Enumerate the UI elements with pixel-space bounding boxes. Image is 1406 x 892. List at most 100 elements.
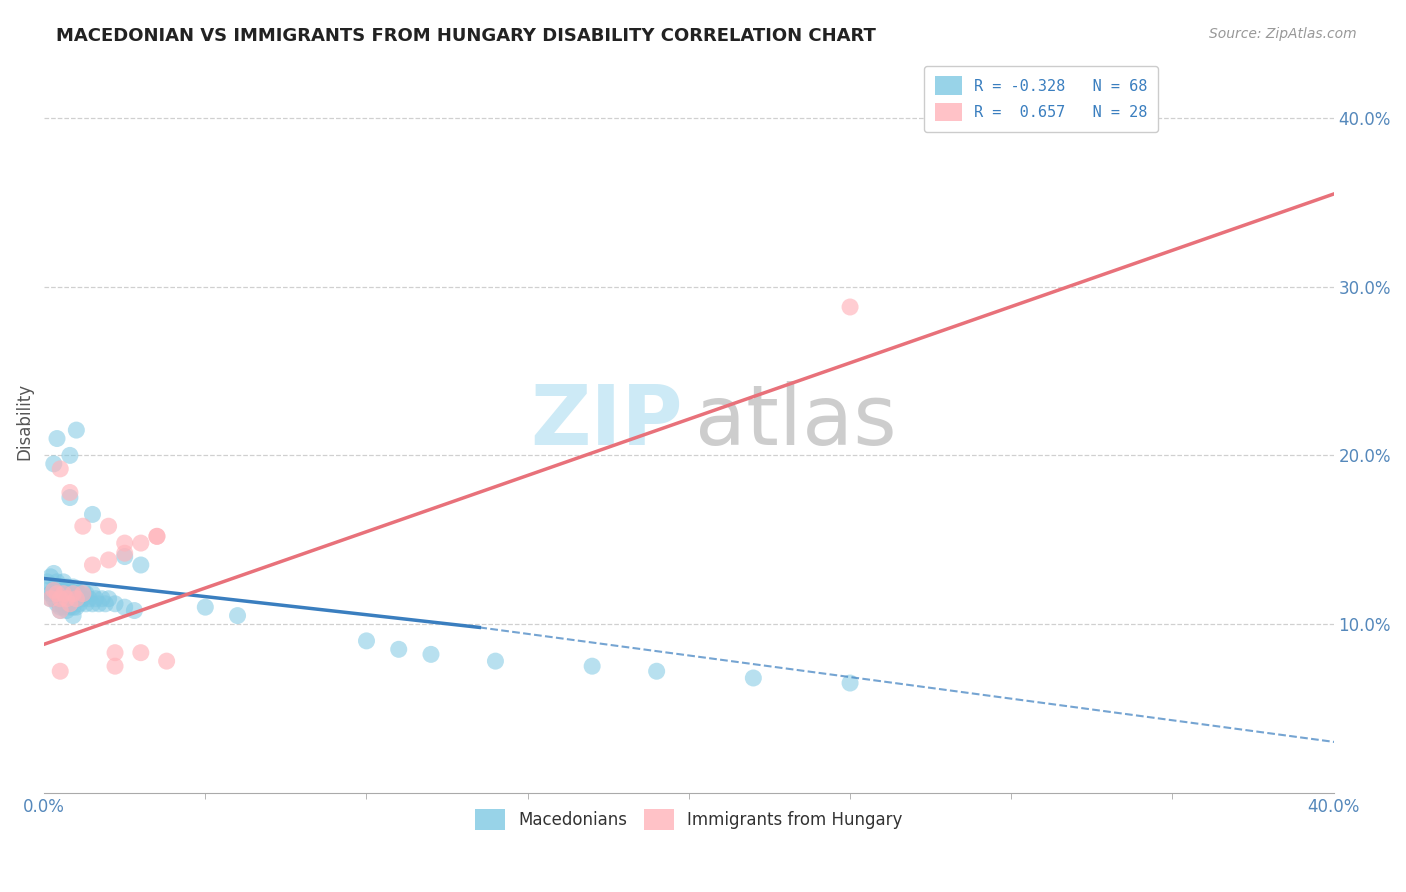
- Point: [129, 536, 152, 550]
- Point: [42, 591, 65, 606]
- Point: [104, 659, 127, 673]
- Point: [75, 597, 97, 611]
- Point: [59, 591, 82, 606]
- Point: [69, 597, 91, 611]
- Point: [156, 654, 179, 668]
- Point: [194, 600, 217, 615]
- Point: [72, 587, 94, 601]
- Point: [72, 583, 94, 598]
- Point: [114, 546, 136, 560]
- Point: [65, 583, 87, 598]
- Point: [72, 519, 94, 533]
- Point: [46, 587, 69, 601]
- Point: [82, 558, 104, 572]
- Point: [839, 676, 862, 690]
- Point: [49, 665, 72, 679]
- Point: [146, 529, 169, 543]
- Point: [59, 485, 82, 500]
- Point: [55, 597, 77, 611]
- Point: [124, 603, 146, 617]
- Point: [55, 580, 77, 594]
- Text: Source: ZipAtlas.com: Source: ZipAtlas.com: [1209, 27, 1357, 41]
- Point: [52, 574, 75, 589]
- Text: atlas: atlas: [696, 381, 897, 462]
- Point: [65, 600, 87, 615]
- Point: [97, 553, 120, 567]
- Point: [49, 580, 72, 594]
- Point: [87, 597, 110, 611]
- Point: [52, 600, 75, 615]
- Point: [39, 591, 62, 606]
- Point: [39, 570, 62, 584]
- Point: [55, 603, 77, 617]
- Point: [97, 519, 120, 533]
- Point: [42, 566, 65, 581]
- Point: [65, 591, 87, 606]
- Point: [49, 462, 72, 476]
- Point: [484, 654, 506, 668]
- Point: [62, 580, 84, 594]
- Point: [49, 603, 72, 617]
- Point: [72, 591, 94, 606]
- Point: [129, 558, 152, 572]
- Point: [114, 536, 136, 550]
- Point: [59, 491, 82, 505]
- Point: [42, 583, 65, 598]
- Point: [114, 549, 136, 564]
- Point: [420, 648, 443, 662]
- Point: [46, 574, 69, 589]
- Point: [146, 529, 169, 543]
- Point: [94, 597, 117, 611]
- Point: [42, 583, 65, 598]
- Point: [65, 423, 87, 437]
- Point: [37, 583, 59, 598]
- Point: [742, 671, 765, 685]
- Point: [581, 659, 603, 673]
- Point: [77, 591, 100, 606]
- Point: [39, 587, 62, 601]
- Point: [82, 508, 104, 522]
- Point: [91, 591, 114, 606]
- Point: [59, 597, 82, 611]
- Point: [37, 574, 59, 589]
- Point: [62, 591, 84, 606]
- Y-axis label: Disability: Disability: [15, 383, 32, 460]
- Text: MACEDONIAN VS IMMIGRANTS FROM HUNGARY DISABILITY CORRELATION CHART: MACEDONIAN VS IMMIGRANTS FROM HUNGARY DI…: [56, 27, 876, 45]
- Point: [46, 432, 69, 446]
- Point: [62, 587, 84, 601]
- Point: [645, 665, 668, 679]
- Point: [114, 600, 136, 615]
- Point: [52, 587, 75, 601]
- Point: [69, 587, 91, 601]
- Text: ZIP: ZIP: [530, 381, 682, 462]
- Point: [55, 587, 77, 601]
- Point: [104, 646, 127, 660]
- Point: [59, 583, 82, 598]
- Point: [59, 600, 82, 615]
- Point: [82, 597, 104, 611]
- Point: [49, 603, 72, 617]
- Point: [75, 587, 97, 601]
- Point: [388, 642, 411, 657]
- Legend: Macedonians, Immigrants from Hungary: Macedonians, Immigrants from Hungary: [468, 803, 910, 837]
- Point: [84, 591, 107, 606]
- Point: [42, 457, 65, 471]
- Point: [104, 597, 127, 611]
- Point: [49, 591, 72, 606]
- Point: [839, 300, 862, 314]
- Point: [49, 591, 72, 606]
- Point: [62, 608, 84, 623]
- Point: [46, 597, 69, 611]
- Point: [129, 646, 152, 660]
- Point: [55, 591, 77, 606]
- Point: [82, 587, 104, 601]
- Point: [46, 587, 69, 601]
- Point: [226, 608, 249, 623]
- Point: [65, 591, 87, 606]
- Point: [49, 600, 72, 615]
- Point: [59, 449, 82, 463]
- Point: [356, 633, 378, 648]
- Point: [62, 600, 84, 615]
- Point: [52, 583, 75, 598]
- Point: [52, 591, 75, 606]
